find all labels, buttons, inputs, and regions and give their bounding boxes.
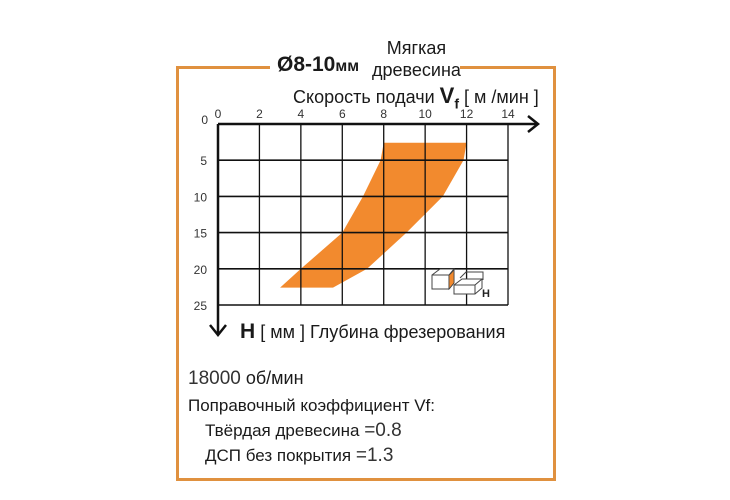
diameter-unit: мм <box>335 58 360 75</box>
y-tick-label: 20 <box>194 263 208 277</box>
x-tick-label: 0 <box>215 107 222 121</box>
chipboard-value: =1.3 <box>355 445 394 466</box>
chipboard-row: ДСП без покрытия =1.3 <box>205 445 393 467</box>
x-label-subscript: f <box>454 95 460 112</box>
x-tick-label: 8 <box>380 107 387 121</box>
hardwood-row: Твёрдая древесина =0.8 <box>205 420 402 442</box>
feed-rate-region <box>280 142 467 288</box>
x-label-text: Скорость подачи <box>293 87 435 107</box>
x-tick-label: 2 <box>256 107 263 121</box>
hardwood-label: Твёрдая древесина <box>205 421 360 440</box>
x-label-unit: [ м /мин ] <box>464 87 539 107</box>
material-line2: древесина <box>372 60 461 80</box>
rpm-unit: об/мин <box>245 368 304 388</box>
y-axis-arrow-icon <box>209 324 227 338</box>
y-label-unit: [ мм ] <box>260 322 305 342</box>
rpm-value: 18000 <box>188 368 241 389</box>
y-tick-label: 25 <box>194 299 208 313</box>
diameter: Ø8-10 <box>277 53 336 76</box>
x-tick-label: 6 <box>339 107 346 121</box>
x-label-symbol: V <box>439 83 455 108</box>
x-tick-label: 12 <box>460 107 474 121</box>
x-tick-label: 10 <box>418 107 432 121</box>
y-label-text: Глубина фрезерования <box>309 322 506 342</box>
inset-h-label: H <box>482 288 490 300</box>
chipboard-label: ДСП без покрытия <box>205 446 352 465</box>
y-axis-label: H [ мм ] Глубина фрезерования <box>240 320 505 344</box>
workpiece-top-icon <box>459 271 484 280</box>
x-axis-arrow-icon <box>527 115 541 133</box>
rpm-text: 18000 об/мин <box>188 368 304 390</box>
material-label: Мягкая древесина <box>372 37 461 81</box>
y-tick-label: 10 <box>194 190 208 204</box>
y-tick-label: 5 <box>200 154 207 168</box>
chart-title: Ø8-10мм <box>277 53 359 77</box>
y-label-symbol: H <box>240 320 256 343</box>
hardwood-value: =0.8 <box>364 420 402 441</box>
y-tick-label: 15 <box>194 227 208 241</box>
material-line1: Мягкая <box>386 38 447 58</box>
x-tick-label: 4 <box>298 107 305 121</box>
frame-title-gap <box>270 55 460 75</box>
x-axis-label: Скорость подачи Vf [ м /мин ] <box>293 83 539 111</box>
y-tick-label: 0 <box>201 113 208 127</box>
x-tick-label: 14 <box>501 107 515 121</box>
correction-label: Поправочный коэффициент Vf: <box>188 396 435 415</box>
workpiece-groove-icon <box>448 268 455 291</box>
workpiece-right-icon <box>453 278 483 295</box>
